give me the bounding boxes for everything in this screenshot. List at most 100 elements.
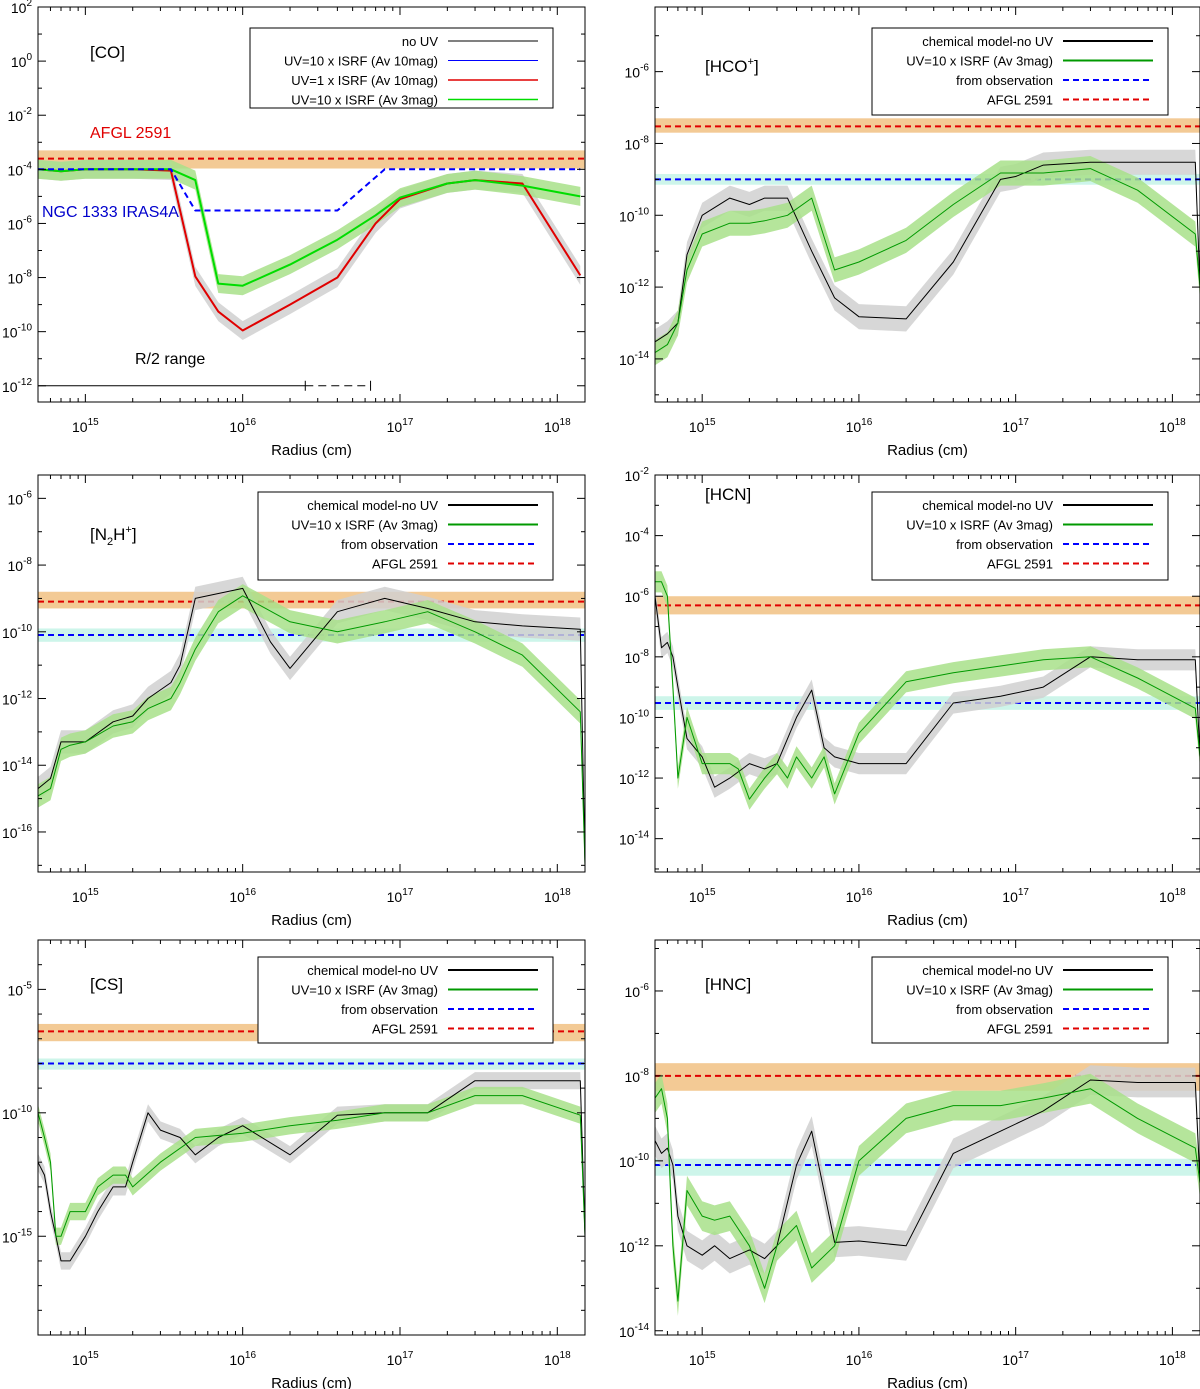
panel-title: [CO] [90, 43, 125, 62]
series-line-uv-10-x-isrf-av-3mag- [655, 1088, 1200, 1302]
x-axis-label: Radius (cm) [271, 1375, 352, 1389]
legend-label: AFGL 2591 [372, 557, 438, 572]
plot-area-co [38, 150, 585, 340]
panel-title: [HCN] [705, 485, 751, 504]
legend-label: from observation [341, 537, 438, 552]
x-tick-label: 1016 [846, 417, 873, 435]
panel-n2h: 1015 1016 1017 1018 10-16 10-14 10-12 10-10 10-8… [2, 474, 586, 929]
y-tick-label: 102 [11, 0, 33, 16]
series-band [38, 159, 581, 296]
y-tick-label: 10-10 [619, 1152, 649, 1170]
y-tick-label: 10-10 [2, 323, 32, 341]
legend-label: from observation [341, 1002, 438, 1017]
y-tick-label: 10-15 [2, 1227, 32, 1245]
panel-title: [HCO+] [705, 56, 759, 76]
panel-co: 1015 1016 1017 1018 10-12 10-10 10-8 10-6 10-4 10… [2, 0, 586, 459]
x-axis-label: Radius (cm) [271, 442, 352, 459]
legend-label: AFGL 2591 [987, 557, 1053, 572]
plot-frame [654, 474, 1200, 873]
legend-label: chemical model-no UV [307, 498, 438, 513]
y-tick-label: 10-6 [625, 63, 650, 81]
x-tick-label: 1016 [229, 417, 256, 435]
y-tick-label: 10-16 [2, 823, 32, 841]
x-tick-label: 1018 [1159, 1350, 1186, 1368]
x-tick-label: 1015 [72, 417, 99, 435]
x-tick-label: 1018 [1159, 417, 1186, 435]
y-tick-label: 10-12 [2, 377, 32, 395]
y-tick-label: 10-2 [625, 466, 650, 484]
series-line-chemical-model-no-uv [655, 161, 1200, 343]
series-band [655, 585, 1200, 798]
series-line-uv-10-x-isrf-av-3mag- [38, 595, 585, 866]
series-line-ngc-1333-iras4a [38, 168, 581, 212]
panel-hnc: 1015 1016 1017 1018 10-14 10-12 10-10 10-8 10-6 R… [619, 939, 1200, 1389]
x-tick-label: 1017 [387, 417, 414, 435]
y-tick-label: 10-12 [619, 769, 649, 787]
y-tick-label: 10-12 [619, 278, 649, 296]
y-tick-label: 10-4 [8, 160, 33, 178]
y-tick-label: 10-6 [8, 489, 33, 507]
y-tick-label: 10-6 [8, 214, 33, 232]
plot-frame [37, 474, 586, 873]
y-tick-label: 10-2 [8, 106, 33, 124]
legend-label: UV=1 x ISRF (Av 10mag) [291, 73, 438, 88]
y-tick-label: 10-10 [619, 708, 649, 726]
x-axis-label: Radius (cm) [271, 912, 352, 929]
y-tick-label: 10-14 [619, 350, 649, 368]
panel-title: [CS] [90, 975, 123, 994]
legend-label: no UV [402, 34, 438, 49]
legend-label: UV=10 x ISRF (Av 3mag) [906, 54, 1053, 69]
y-tick-label: 100 [11, 52, 33, 70]
plot-frame [654, 6, 1200, 403]
legend-box [257, 491, 554, 581]
x-tick-label: 1016 [846, 1350, 873, 1368]
y-tick-label: 10-12 [2, 690, 32, 708]
annotation-afgl: AFGL 2591 [90, 125, 171, 142]
legend-label: from observation [956, 537, 1053, 552]
y-tick-label: 10-8 [8, 556, 33, 574]
x-tick-label: 1018 [544, 887, 571, 905]
legend-label: AFGL 2591 [987, 1022, 1053, 1037]
legend-label: chemical model-no UV [922, 963, 1053, 978]
y-tick-label: 10-14 [2, 756, 32, 774]
plot-frame [654, 939, 1200, 1336]
x-tick-label: 1015 [689, 887, 716, 905]
x-axis-label: Radius (cm) [887, 1375, 968, 1389]
x-tick-label: 1015 [689, 417, 716, 435]
annotation-range: R/2 range [135, 351, 205, 368]
legend-label: UV=10 x ISRF (Av 3mag) [291, 93, 438, 108]
x-tick-label: 1015 [72, 887, 99, 905]
legend-label: UV=10 x ISRF (Av 3mag) [291, 983, 438, 998]
y-tick-label: 10-10 [2, 623, 32, 641]
plot-area-hco [655, 118, 1200, 366]
y-tick-label: 10-8 [625, 1067, 650, 1085]
y-tick-label: 10-14 [619, 1322, 649, 1340]
y-tick-label: 10-4 [625, 527, 650, 545]
panel-title: [HNC] [705, 975, 751, 994]
band-from-observation [655, 1158, 1200, 1176]
x-tick-label: 1017 [1002, 1350, 1029, 1368]
y-tick-label: 10-8 [8, 269, 33, 287]
legend-label: UV=10 x ISRF (Av 10mag) [284, 54, 438, 69]
plot-frame [37, 6, 586, 403]
x-tick-label: 1015 [689, 1350, 716, 1368]
x-axis-label: Radius (cm) [887, 912, 968, 929]
y-tick-label: 10-5 [8, 980, 33, 998]
series-band [655, 156, 1200, 366]
annotation-ngc: NGC 1333 IRAS4A [42, 204, 179, 221]
y-tick-label: 10-8 [625, 134, 650, 152]
series-line-chemical-model-no-uv [38, 587, 585, 866]
series-line-chemical-model-no-uv [655, 1079, 1200, 1260]
legend-label: AFGL 2591 [372, 1022, 438, 1037]
x-tick-label: 1017 [1002, 887, 1029, 905]
plot-area-cs [38, 1023, 585, 1270]
plot-area-n2h [38, 576, 585, 872]
panel-title: [N2H+] [90, 524, 137, 548]
x-tick-label: 1015 [72, 1350, 99, 1368]
x-tick-label: 1017 [387, 887, 414, 905]
x-axis-label: Radius (cm) [887, 442, 968, 459]
panel-cs: 1015 1016 1017 1018 10-15 10-10 10-5 Radius (cm… [2, 939, 586, 1389]
panel-hcn: 1015 1016 1017 1018 10-14 10-12 10-10 10-8 10-6 1… [619, 466, 1200, 929]
